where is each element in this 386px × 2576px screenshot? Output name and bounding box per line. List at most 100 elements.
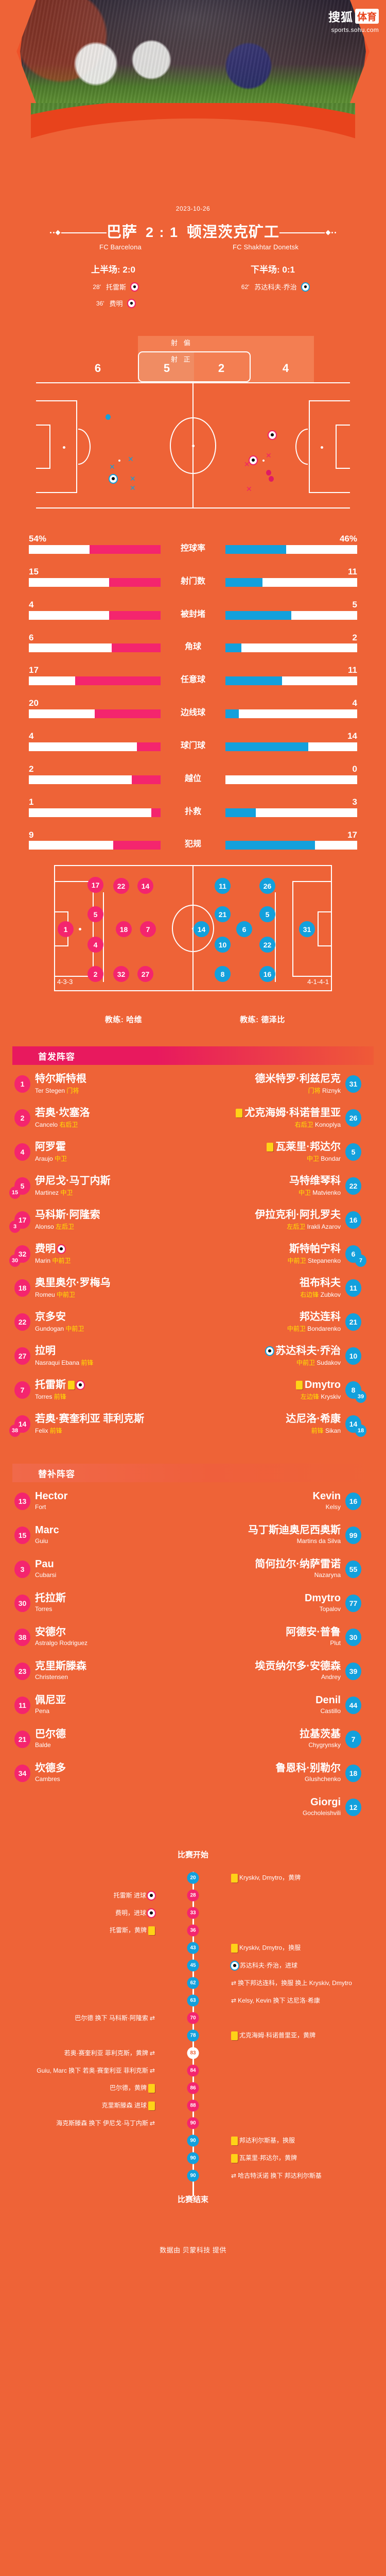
formation-player-home[interactable]: 14 bbox=[137, 878, 153, 894]
timeline-minute: 28 bbox=[187, 1889, 199, 1902]
formation-player-home[interactable]: 32 bbox=[113, 966, 129, 982]
lineup-cell[interactable]: 22 京多安 Gundogan 中前卫 bbox=[8, 1311, 188, 1340]
formation-player-away[interactable]: 5 bbox=[259, 906, 275, 923]
player-name-en: Gundogan bbox=[35, 1325, 64, 1333]
lineup-cell-empty bbox=[8, 1797, 188, 1825]
formation-player-home[interactable]: 5 bbox=[87, 906, 103, 923]
lineup-cell[interactable]: 38 安德尔 Astralgo Rodriguez bbox=[8, 1626, 188, 1655]
timeline-event: 托雷斯，黄牌 36 bbox=[0, 1922, 386, 1939]
lineup-cell[interactable]: 99 马丁斯迪奥尼西奥斯 Martins da Silva bbox=[188, 1524, 367, 1553]
formation-player-home[interactable]: 22 bbox=[113, 878, 129, 894]
formation-player-away[interactable]: 8 bbox=[215, 966, 231, 982]
lineup-cell[interactable]: 16 伊拉克利·阿扎罗夫 左后卫 Irakli Azarov bbox=[188, 1209, 367, 1238]
lineup-cell[interactable]: 7 拉基茨基 Chygrynsky bbox=[188, 1728, 367, 1757]
stat-home-side: 54% bbox=[29, 534, 161, 554]
lineup-cell[interactable]: 1 特尔斯特根 Ter Stegen 门将 bbox=[8, 1073, 188, 1102]
lineup-cell[interactable]: 31 德米特罗·利兹尼克 门将 Riznyk bbox=[188, 1073, 367, 1102]
stat-away-fill bbox=[225, 578, 262, 587]
lineup-cell[interactable]: 34 坎德多 Cambres bbox=[8, 1762, 188, 1791]
player-name-cn: 苏达科夫·乔治 bbox=[188, 1345, 341, 1357]
stat-away-fill bbox=[225, 611, 291, 620]
lineup-cell[interactable]: 22 马特维琴科 中卫 Matvienko bbox=[188, 1175, 367, 1204]
formation-player-away[interactable]: 11 bbox=[215, 878, 231, 894]
stat-row: 1 扑救 3 bbox=[29, 797, 357, 817]
lineup-cell[interactable]: 4 阿罗霍 Araujo 中卫 bbox=[8, 1141, 188, 1170]
lineup-cell[interactable]: 23 克里斯滕森 Christensen bbox=[8, 1660, 188, 1689]
lineup-cell[interactable]: 21 邦达连科 中前卫 Bondarenko bbox=[188, 1311, 367, 1340]
stat-row: 20 边线球 4 bbox=[29, 699, 357, 719]
timeline-event: 巴尔德 换下 马科斯·阿隆索 ⇄ 70 bbox=[0, 2009, 386, 2027]
formation-player-away[interactable]: 26 bbox=[259, 878, 275, 894]
lineup-cell[interactable]: 16 Kevin Kelsy bbox=[188, 1490, 367, 1519]
lineup-cell[interactable]: 5 瓦莱里·邦达尔 中卫 Bondar bbox=[188, 1141, 367, 1170]
lineup-cell[interactable]: 3 Pau Cubarsi bbox=[8, 1558, 188, 1587]
formation-player-home[interactable]: 18 bbox=[116, 921, 132, 938]
lineup-cell[interactable]: 8 39 Dmytro 左边锋 Kryskiv bbox=[188, 1379, 367, 1408]
lineup-cell[interactable]: 15 Marc Guiu bbox=[8, 1524, 188, 1553]
timeline-minute: 83 bbox=[187, 2047, 199, 2059]
stat-row: 9 犯规 17 bbox=[29, 830, 357, 850]
player-name-en: Cambres bbox=[35, 1775, 60, 1783]
lineup-cell[interactable]: 10 苏达科夫·乔治 中前卫 Sudakov bbox=[188, 1345, 367, 1374]
substitution-icon: ⇄ bbox=[231, 1979, 237, 1987]
lineup-cell[interactable]: 11 祖布科夫 右边锋 Zubkov bbox=[188, 1277, 367, 1306]
lineup-cell[interactable]: 6 7 斯特帕宁科 中前卫 Stepanenko bbox=[188, 1243, 367, 1272]
player-position: 中卫 bbox=[306, 1155, 319, 1163]
formation-player-home[interactable]: 27 bbox=[137, 966, 153, 982]
formation-player-home[interactable]: 1 bbox=[58, 921, 74, 938]
player-name-en: Balde bbox=[35, 1741, 51, 1749]
lineup-cell[interactable]: 32 30 费明 Marin 中前卫 bbox=[8, 1243, 188, 1272]
timeline-event: 巴尔德，黄牌 86 bbox=[0, 2079, 386, 2097]
lineup-cell[interactable]: 27 拉明 Nasraqui Ebana 前锋 bbox=[8, 1345, 188, 1374]
formation-player-away[interactable]: 21 bbox=[215, 906, 231, 923]
player-meta: Romeu 中前卫 bbox=[35, 1290, 188, 1299]
player-name-cn: 坎德多 bbox=[35, 1762, 66, 1774]
player-number-badge: 10 bbox=[345, 1347, 361, 1365]
player-meta: Balde bbox=[35, 1741, 188, 1749]
formation-player-away[interactable]: 16 bbox=[259, 966, 275, 982]
lineup-cell[interactable]: 77 Dmytro Topalov bbox=[188, 1592, 367, 1621]
formation-player-home[interactable]: 7 bbox=[140, 921, 156, 938]
home-team-name-en: FC Barcelona bbox=[99, 243, 142, 251]
lineup-cell[interactable]: 14 38 若奥·赛奎利亚 菲利克斯 Felix 前锋 bbox=[8, 1413, 188, 1442]
lineup-cell[interactable]: 17 3 马科斯·阿隆索 Alonso 左后卫 bbox=[8, 1209, 188, 1238]
formation-player-away[interactable]: 14 bbox=[194, 921, 209, 938]
lineup-cell[interactable]: 18 鲁恩科·别勒尔 Glushchenko bbox=[188, 1762, 367, 1791]
lineup-cell[interactable]: 39 埃贡纳尔多·安德森 Andrey bbox=[188, 1660, 367, 1689]
lineup-cell[interactable]: 21 巴尔德 Balde bbox=[8, 1728, 188, 1757]
goal-marker-icon bbox=[269, 431, 276, 439]
lineup-cell[interactable]: 13 Hector Fort bbox=[8, 1490, 188, 1519]
stat-away-value: 11 bbox=[348, 665, 357, 675]
player-name-en: Zubkov bbox=[320, 1291, 341, 1299]
goal-scorer: 苏达科夫·乔治 bbox=[254, 283, 297, 291]
shot-summary: 射 偏 射 正 6 5 2 4 bbox=[0, 326, 386, 382]
player-meta: 右后卫 Konoplya bbox=[188, 1120, 341, 1129]
lineup-cell[interactable]: 14 18 达尼洛·希康 前锋 Sikan bbox=[188, 1413, 367, 1442]
player-name-cn: Dmytro bbox=[304, 1592, 341, 1604]
lineup-cell[interactable]: 7 托雷斯 Torres 前锋 bbox=[8, 1379, 188, 1408]
lineup-cell[interactable]: 5 15 伊尼戈·马丁内斯 Martinez 中卫 bbox=[8, 1175, 188, 1204]
formation-player-home[interactable]: 17 bbox=[87, 877, 103, 893]
substitution-icon: ⇄ bbox=[149, 2049, 155, 2057]
timeline-event-text: 邦达利尔斯基，换服 bbox=[222, 2136, 386, 2145]
formation-player-home[interactable]: 2 bbox=[87, 966, 103, 982]
timeline-event: 瓦莱里·邦达尔，黄牌 90 bbox=[0, 2149, 386, 2167]
formation-player-away[interactable]: 22 bbox=[259, 937, 275, 953]
lineup-cell[interactable]: 11 佩尼亚 Pena bbox=[8, 1694, 188, 1723]
formation-player-away[interactable]: 10 bbox=[215, 937, 231, 953]
formation-player-home[interactable]: 4 bbox=[87, 937, 103, 953]
lineup-cell[interactable]: 2 若奥·坎塞洛 Cancelo 右后卫 bbox=[8, 1107, 188, 1136]
lineup-cell[interactable]: 30 托拉斯 Torres bbox=[8, 1592, 188, 1621]
lineup-cell[interactable]: 12 Giorgi Gocholeishvili bbox=[188, 1797, 367, 1825]
lineup-cell[interactable]: 26 尤克海姆·科诺普里亚 右后卫 Konoplya bbox=[188, 1107, 367, 1136]
lineup-cell[interactable]: 44 Denil Castillo bbox=[188, 1694, 367, 1723]
formation-player-away[interactable]: 31 bbox=[299, 921, 315, 938]
stat-label: 边线球 bbox=[180, 708, 205, 718]
formation-player-away[interactable]: 6 bbox=[236, 921, 252, 938]
sohu-sports-logo[interactable]: 搜狐 体育 sports.sohu.com bbox=[328, 7, 379, 33]
player-meta: Pena bbox=[35, 1707, 188, 1715]
lineup-cell[interactable]: 30 阿德安·普鲁 Plut bbox=[188, 1626, 367, 1655]
lineup-cell[interactable]: 55 简何拉尔·纳萨雷诺 Nazaryna bbox=[188, 1558, 367, 1587]
stat-away-track bbox=[225, 676, 357, 686]
lineup-cell[interactable]: 18 奥里奥尔·罗梅乌 Romeu 中前卫 bbox=[8, 1277, 188, 1306]
